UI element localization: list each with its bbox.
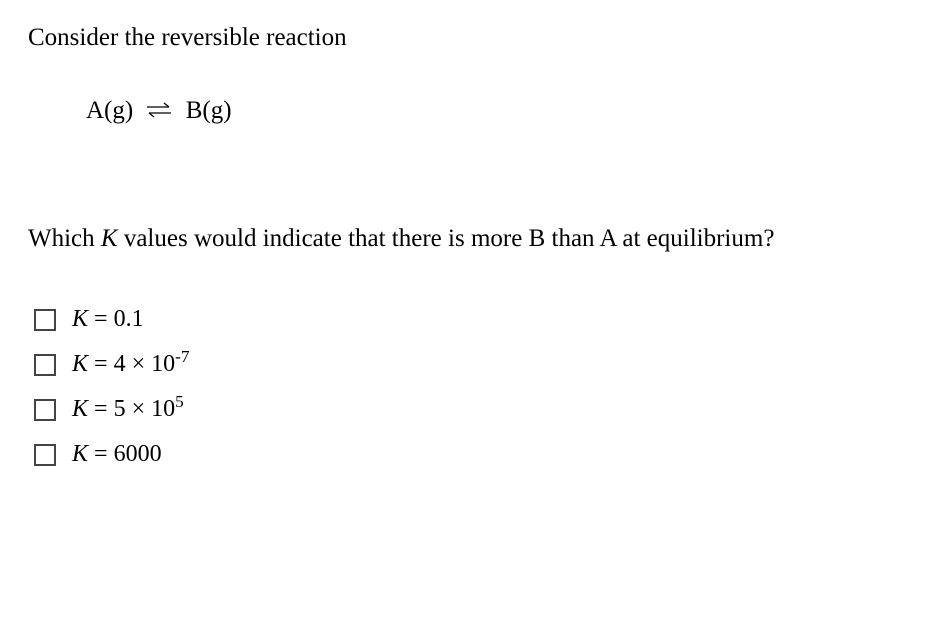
checkbox[interactable] <box>34 444 56 466</box>
question-container: Consider the reversible reaction A(g) B(… <box>0 0 936 488</box>
equilibrium-arrow-icon <box>145 101 173 119</box>
option-label: K = 4 × 10-7 <box>72 351 190 378</box>
option-k: K <box>72 351 88 377</box>
option-k: K <box>72 396 88 422</box>
option-row: K = 0.1 <box>34 306 908 333</box>
option-k: K <box>72 441 88 467</box>
option-val: 6000 <box>114 441 162 467</box>
option-label: K = 6000 <box>72 441 162 468</box>
checkbox[interactable] <box>34 354 56 376</box>
option-row: K = 5 × 105 <box>34 396 908 423</box>
option-val: 5 × 10 <box>114 396 176 422</box>
question-k: K <box>101 225 118 252</box>
option-row: K = 4 × 10-7 <box>34 351 908 378</box>
option-label: K = 5 × 105 <box>72 396 184 423</box>
option-eq: = <box>88 351 114 377</box>
checkbox[interactable] <box>34 309 56 331</box>
question-middle: values would indicate that there is more <box>118 225 529 252</box>
question-text: Which K values would indicate that there… <box>28 221 908 256</box>
checkbox[interactable] <box>34 399 56 421</box>
option-k: K <box>72 306 88 332</box>
reaction-equation: A(g) B(g) <box>86 97 908 125</box>
question-a: A <box>599 225 616 252</box>
question-prefix: Which <box>28 225 101 252</box>
option-sup: -7 <box>175 347 189 366</box>
question-b: B <box>529 225 546 252</box>
option-sup: 5 <box>175 392 184 411</box>
option-eq: = <box>88 396 114 422</box>
intro-text: Consider the reversible reaction <box>28 20 908 55</box>
option-val: 4 × 10 <box>114 351 176 377</box>
option-row: K = 6000 <box>34 441 908 468</box>
option-eq: = <box>88 306 114 332</box>
options-list: K = 0.1 K = 4 × 10-7 K = 5 × 105 K = 600… <box>28 306 908 468</box>
equation-right: B(g) <box>186 97 232 124</box>
option-eq: = <box>88 441 114 467</box>
question-than: than <box>545 225 599 252</box>
question-suffix: at equilibrium? <box>616 225 774 252</box>
equation-left: A(g) <box>86 97 133 124</box>
option-val: 0.1 <box>114 306 144 332</box>
option-label: K = 0.1 <box>72 306 144 333</box>
